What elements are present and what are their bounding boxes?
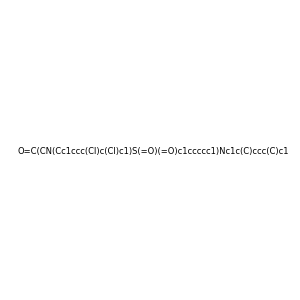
- Text: O=C(CN(Cc1ccc(Cl)c(Cl)c1)S(=O)(=O)c1ccccc1)Nc1c(C)ccc(C)c1: O=C(CN(Cc1ccc(Cl)c(Cl)c1)S(=O)(=O)c1cccc…: [18, 147, 290, 156]
